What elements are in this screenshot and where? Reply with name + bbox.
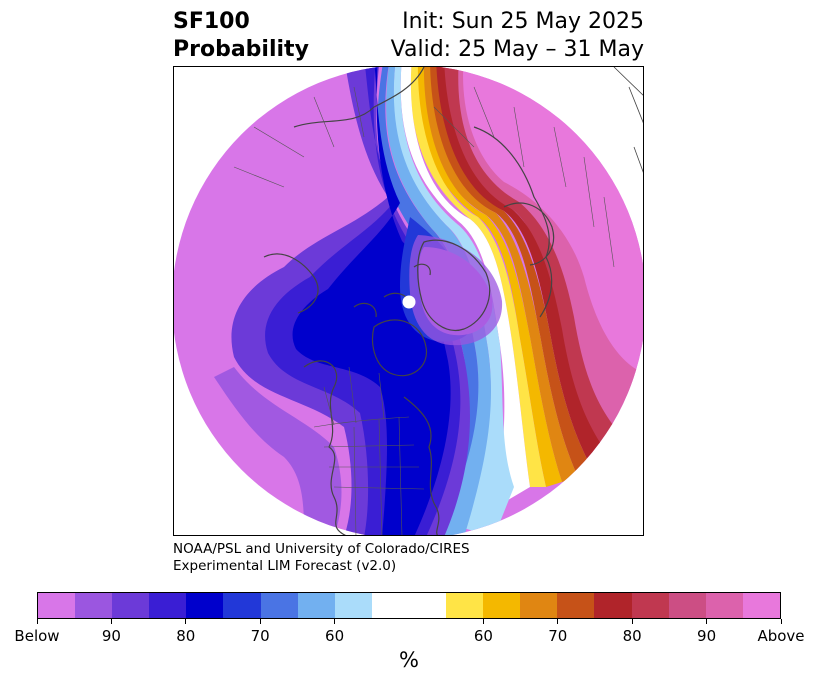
coast-hudson-bay xyxy=(371,319,428,377)
colorbar-tick xyxy=(780,619,782,624)
map-dates: Init: Sun 25 May 2025 Valid: 25 May – 31… xyxy=(391,8,644,64)
credit-text: NOAA/PSL and University of Colorado/CIRE… xyxy=(173,541,470,575)
colorbar-swatch xyxy=(705,593,743,618)
colorbar xyxy=(37,592,781,619)
edge-border-ne xyxy=(613,67,643,173)
border-us-canada xyxy=(313,416,410,428)
colorbar-tick-label: 70 xyxy=(548,627,568,645)
credit-line1: NOAA/PSL and University of Colorado/CIRE… xyxy=(173,541,470,557)
credit-line2: Experimental LIM Forecast (v2.0) xyxy=(173,558,397,574)
colorbar-swatch xyxy=(594,593,632,618)
colorbar-tick-label: 60 xyxy=(325,627,345,645)
colorbar-tick xyxy=(110,619,112,624)
field-above-50 xyxy=(419,67,578,482)
colorbar-swatch xyxy=(75,593,113,618)
colorbar-tick-label: 80 xyxy=(176,627,196,645)
colorbar-swatch xyxy=(631,593,669,618)
field-above-70 xyxy=(427,67,614,472)
colorbar-swatch xyxy=(149,593,187,618)
colorbar-swatch xyxy=(446,593,484,618)
coast-scandinavia xyxy=(503,202,555,266)
field-above-90 xyxy=(433,67,643,447)
colorbar-tick xyxy=(36,619,38,624)
colorbar-swatch xyxy=(260,593,298,618)
colorbar-swatch xyxy=(483,593,521,618)
field-above-40 xyxy=(415,67,562,487)
colorbar-swatch xyxy=(668,593,706,618)
colorbar-tick xyxy=(482,619,484,624)
colorbar-swatch xyxy=(742,593,780,618)
colorbar-tick-label: 80 xyxy=(622,627,642,645)
border-eurasia xyxy=(433,86,615,268)
coast-europe xyxy=(473,126,553,318)
colorbar-tick-label: Above xyxy=(757,627,805,645)
colorbar-tick-label: 60 xyxy=(473,627,493,645)
valid-range: Valid: 25 May – 31 May xyxy=(390,37,644,62)
field-above-30 xyxy=(410,67,546,487)
field-below-95 xyxy=(292,67,451,535)
colorbar-tick xyxy=(557,619,559,624)
border-provinces xyxy=(323,366,385,426)
field-neutral-band xyxy=(400,67,530,507)
coast-asia xyxy=(293,67,425,128)
title-product: SF100 xyxy=(173,9,250,34)
colorbar-tick-label: Below xyxy=(14,627,60,645)
edge-borders xyxy=(613,67,643,173)
colorbar-swatch xyxy=(520,593,558,618)
colorbar-swatch xyxy=(38,593,76,618)
polar-map xyxy=(174,67,643,535)
colorbar-tick xyxy=(631,619,633,624)
coast-greenland xyxy=(417,239,491,331)
colorbar-swatch xyxy=(557,593,595,618)
field-above-60 xyxy=(423,67,594,477)
borders xyxy=(233,86,615,535)
colorbar-swatch xyxy=(334,593,372,618)
map-panel xyxy=(173,66,644,536)
colorbar-tick xyxy=(185,619,187,624)
field-sw-band xyxy=(214,367,342,535)
colorbar-swatch xyxy=(297,593,335,618)
map-title: SF100 Probability xyxy=(173,8,309,64)
coast-east-us xyxy=(403,396,440,535)
colorbar-swatch xyxy=(112,593,150,618)
coast-alaska xyxy=(263,253,319,314)
colorbar-swatch xyxy=(186,593,224,618)
colorbar-tick xyxy=(334,619,336,624)
border-asia xyxy=(233,86,365,188)
colorbar-tick xyxy=(706,619,708,624)
colorbar-swatch xyxy=(408,593,447,618)
north-pole-dot xyxy=(402,295,416,309)
colorbar-swatch xyxy=(223,593,261,618)
colorbar-tick xyxy=(259,619,261,624)
init-date: Init: Sun 25 May 2025 xyxy=(402,9,644,34)
colorbar-tick-label: 90 xyxy=(697,627,717,645)
colorbar-tick-label: 90 xyxy=(101,627,121,645)
colorbar-tick-label: 70 xyxy=(250,627,270,645)
field-above-80 xyxy=(431,67,634,462)
border-states xyxy=(323,416,425,535)
title-type: Probability xyxy=(173,37,309,62)
colorbar-swatch xyxy=(371,593,409,618)
colorbar-units: % xyxy=(399,648,419,672)
